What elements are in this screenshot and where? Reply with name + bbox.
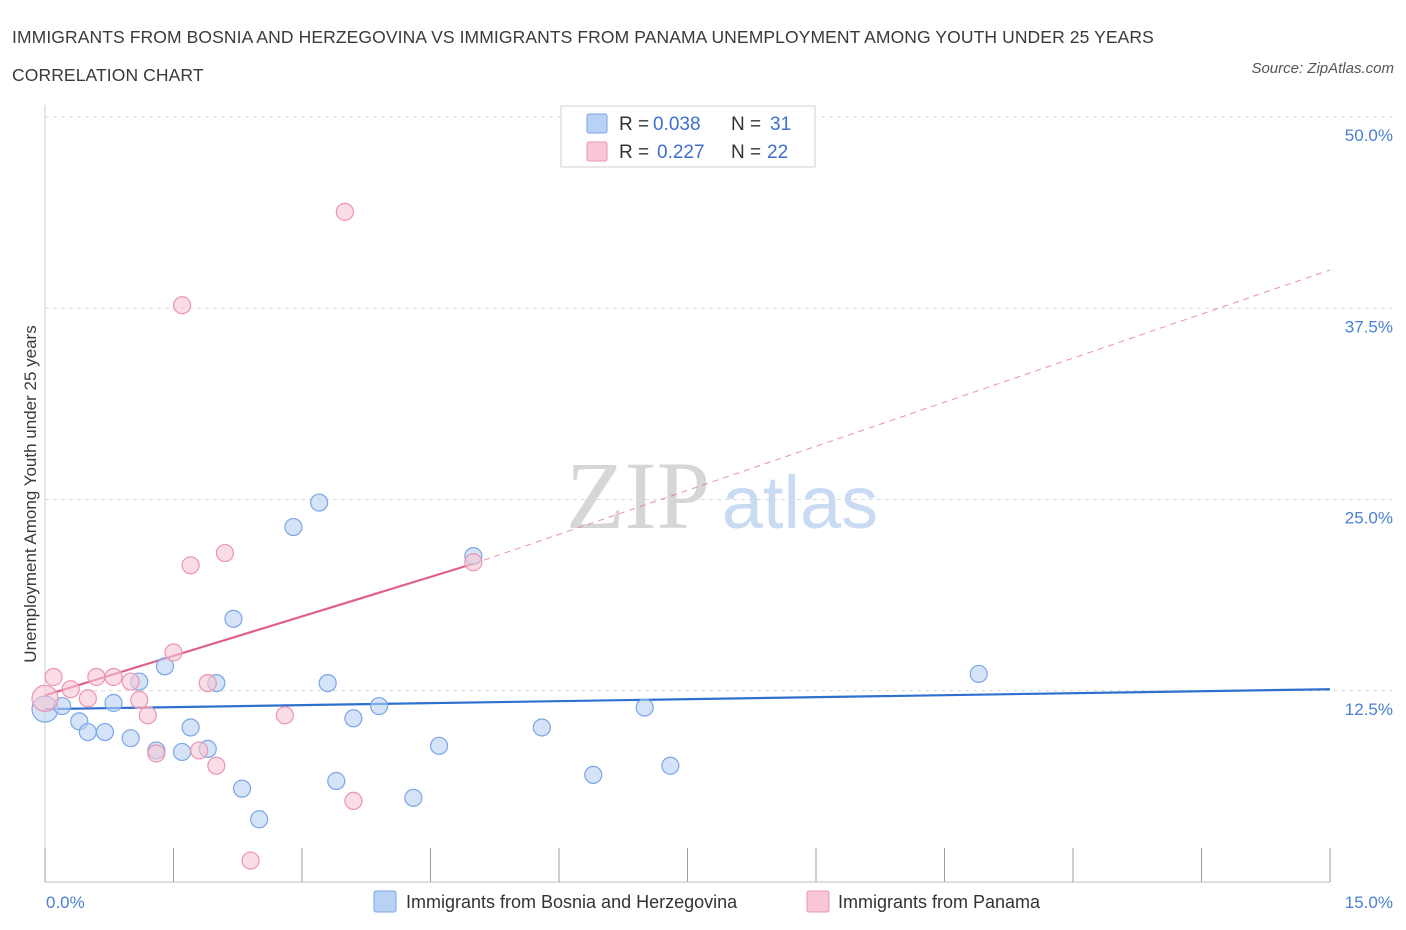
point-pink-11	[181, 556, 200, 575]
y-axis-label: Unemployment Among Youth under 25 years	[21, 325, 40, 662]
point-blue-9	[155, 657, 175, 676]
axes	[44, 105, 1331, 883]
point-blue-29	[661, 756, 680, 775]
watermark-atlas: atlas	[722, 461, 878, 544]
point-blue-27	[584, 765, 603, 785]
point-pink-13	[198, 673, 217, 693]
point-blue-11	[181, 718, 200, 737]
legend-n-value-2: 22	[767, 142, 788, 163]
point-blue-24	[429, 736, 449, 755]
series-legend-label-bosnia: Immigrants from Bosnia and Herzegovina	[406, 892, 738, 912]
point-pink-17	[275, 706, 294, 725]
trend-line-blue	[44, 688, 1331, 711]
point-pink-9	[147, 744, 166, 763]
point-blue-28	[635, 698, 654, 717]
chart-title: IMMIGRANTS FROM BOSNIA AND HERZEGOVINA V…	[12, 27, 1154, 85]
point-blue-23	[404, 788, 423, 807]
series-legend-swatch-bosnia	[373, 890, 397, 913]
point-pink-20	[172, 296, 192, 315]
point-blue-10	[172, 742, 192, 762]
point-blue-3	[78, 722, 97, 742]
point-blue-15	[232, 779, 252, 798]
point-pink-7	[130, 690, 149, 710]
y-tick-label-3: 50.0%	[1345, 126, 1393, 145]
watermark-zip: ZIP	[566, 442, 710, 549]
point-blue-4	[95, 722, 115, 742]
point-pink-3	[78, 689, 97, 708]
stats-legend: R = 0.038 N = 31 R = 0.227 N = 22	[560, 105, 816, 168]
point-pink-4	[87, 667, 106, 687]
tick-labels: 12.5% 25.0% 37.5% 50.0% 0.0% 15.0%	[46, 126, 1393, 912]
point-blue-20	[327, 771, 346, 791]
point-pink-15	[215, 543, 234, 563]
x-tick-label-1: 15.0%	[1345, 893, 1393, 912]
point-pink-0	[31, 684, 59, 713]
point-blue-18	[310, 493, 329, 512]
point-pink-18	[335, 202, 354, 221]
point-pink-5	[104, 667, 123, 687]
legend-r-label-2: R =	[619, 142, 649, 163]
legend-r-value-2: 0.227	[657, 142, 705, 163]
point-blue-16	[250, 810, 269, 829]
point-blue-26	[532, 718, 551, 737]
point-blue-22	[370, 696, 389, 716]
point-blue-5	[104, 693, 123, 713]
series-legend: Immigrants from Bosnia and Herzegovina I…	[373, 890, 1041, 913]
legend-n-label-1: N =	[731, 114, 761, 135]
trend-extension-pink	[473, 269, 1331, 565]
data-points	[31, 202, 988, 870]
legend-swatch-blue	[586, 113, 608, 134]
point-pink-16	[241, 851, 260, 870]
point-blue-14	[224, 609, 243, 628]
series-legend-swatch-panama	[806, 890, 830, 913]
point-blue-17	[284, 517, 303, 537]
point-pink-19	[344, 791, 363, 811]
legend-swatch-pink	[586, 141, 608, 162]
point-pink-8	[138, 706, 157, 725]
legend-r-value-1: 0.038	[653, 114, 701, 135]
point-blue-30	[969, 664, 988, 684]
point-pink-21	[464, 553, 483, 572]
point-pink-6	[121, 672, 140, 691]
point-pink-2	[61, 680, 80, 699]
point-pink-1	[44, 667, 63, 687]
y-tick-label-2: 37.5%	[1345, 317, 1393, 336]
y-tick-label-0: 12.5%	[1345, 700, 1393, 719]
point-pink-10	[164, 643, 183, 662]
point-blue-6	[121, 729, 140, 748]
point-pink-12	[190, 741, 209, 760]
point-blue-21	[344, 709, 363, 728]
legend-r-label-1: R =	[619, 114, 649, 135]
legend-n-label-2: N =	[731, 142, 761, 163]
x-tick-label-0: 0.0%	[46, 893, 85, 912]
y-tick-label-1: 25.0%	[1345, 509, 1393, 528]
grid-lines	[45, 116, 1392, 692]
source-label: Source: ZipAtlas.com	[1251, 60, 1394, 77]
legend-n-value-1: 31	[770, 114, 791, 135]
series-legend-label-panama: Immigrants from Panama	[838, 892, 1041, 912]
point-blue-19	[318, 673, 337, 693]
point-pink-14	[207, 756, 226, 775]
